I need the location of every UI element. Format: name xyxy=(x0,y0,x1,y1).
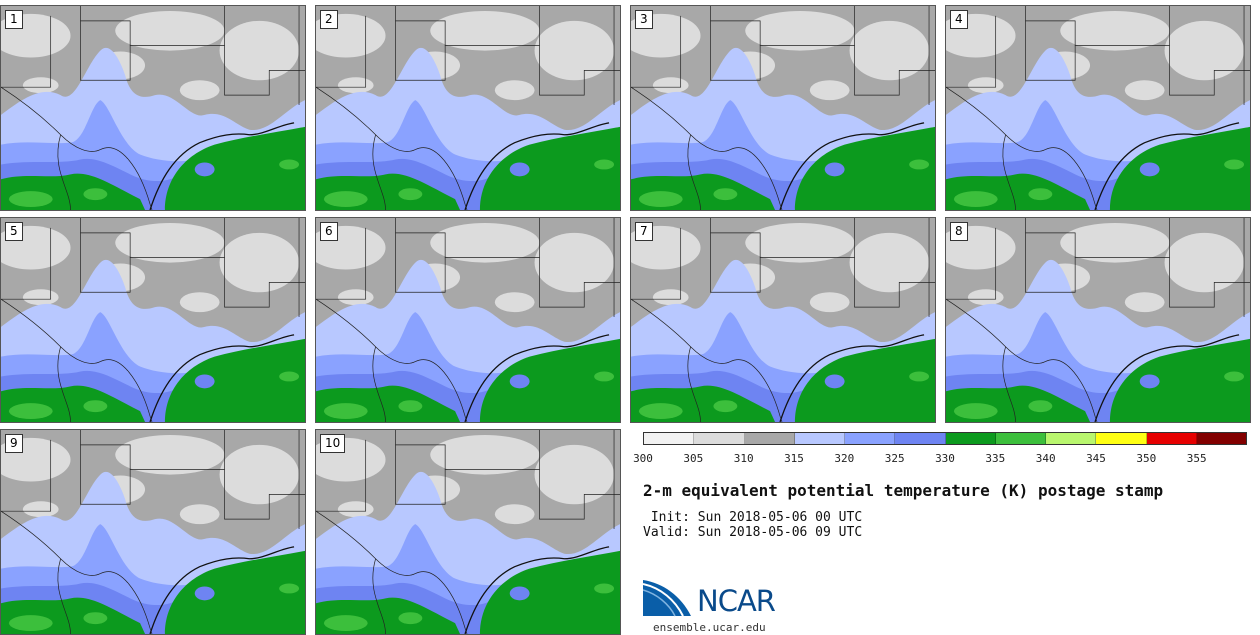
ncar-swoosh-icon xyxy=(643,580,691,617)
colorbar-tick-label: 305 xyxy=(683,452,704,465)
colorbar-swatch xyxy=(995,433,1046,444)
colorbar-swatch xyxy=(694,433,745,444)
colorbar-tick-label: 330 xyxy=(935,452,955,465)
ensemble-member-map-5: 5 xyxy=(0,217,306,423)
init-time: Init: Sun 2018-05-06 00 UTC xyxy=(643,510,863,525)
theta-e-field xyxy=(1,218,305,422)
colorbar-swatch xyxy=(1196,433,1246,444)
colorbar-swatch xyxy=(1146,433,1197,444)
member-number-label: 5 xyxy=(5,222,23,241)
member-number-label: 3 xyxy=(635,10,653,29)
theta-e-field xyxy=(946,218,1250,422)
theta-e-field xyxy=(316,218,620,422)
member-number-label: 7 xyxy=(635,222,653,241)
ensemble-member-map-6: 6 xyxy=(315,217,621,423)
ensemble-member-map-1: 1 xyxy=(0,5,306,211)
theta-e-field xyxy=(1,430,305,634)
theta-e-field xyxy=(946,6,1250,210)
colorbar-tick-label: 310 xyxy=(733,452,754,465)
colorbar-tick-label: 325 xyxy=(884,452,905,465)
ensemble-member-map-3: 3 xyxy=(630,5,936,211)
ensemble-member-map-9: 9 xyxy=(0,429,306,635)
ensemble-member-map-10: 10 xyxy=(315,429,621,635)
colorbar-tick-label: 335 xyxy=(985,452,1006,465)
colorbar-swatch xyxy=(1096,433,1147,444)
colorbar xyxy=(643,432,1247,445)
colorbar-tick-label: 355 xyxy=(1186,452,1207,465)
colorbar-tick-label: 315 xyxy=(784,452,804,465)
colorbar-swatch xyxy=(845,433,896,444)
ensemble-member-map-8: 8 xyxy=(945,217,1251,423)
colorbar-swatch xyxy=(945,433,996,444)
colorbar-tick-label: 350 xyxy=(1136,452,1157,465)
theta-e-field xyxy=(316,430,620,634)
colorbar-tick-label: 345 xyxy=(1086,452,1106,465)
colorbar-tick-label: 340 xyxy=(1035,452,1056,465)
theta-e-field xyxy=(1,6,305,210)
colorbar-swatch xyxy=(895,433,946,444)
colorbar-swatch xyxy=(794,433,845,444)
member-number-label: 6 xyxy=(320,222,338,241)
colorbar-swatch xyxy=(1046,433,1097,444)
plot-title: 2-m equivalent potential temperature (K)… xyxy=(643,481,1164,500)
theta-e-field xyxy=(631,6,935,210)
ensemble-member-map-7: 7 xyxy=(630,217,936,423)
website-url[interactable]: ensemble.ucar.edu xyxy=(653,621,766,634)
ensemble-member-map-2: 2 xyxy=(315,5,621,211)
colorbar-swatch xyxy=(744,433,795,444)
member-number-label: 1 xyxy=(5,10,23,29)
member-number-label: 4 xyxy=(950,10,968,29)
colorbar-tick-label: 320 xyxy=(834,452,855,465)
colorbar-swatch xyxy=(644,433,695,444)
ncar-logo-text: NCAR xyxy=(697,584,776,618)
valid-time: Valid: Sun 2018-05-06 09 UTC xyxy=(643,525,863,540)
theta-e-field xyxy=(316,6,620,210)
colorbar-tick-label: 300 xyxy=(633,452,653,465)
member-number-label: 2 xyxy=(320,10,338,29)
ensemble-member-map-4: 4 xyxy=(945,5,1251,211)
member-number-label: 10 xyxy=(320,434,346,453)
member-number-label: 8 xyxy=(950,222,968,241)
theta-e-field xyxy=(631,218,935,422)
member-number-label: 9 xyxy=(5,434,23,453)
